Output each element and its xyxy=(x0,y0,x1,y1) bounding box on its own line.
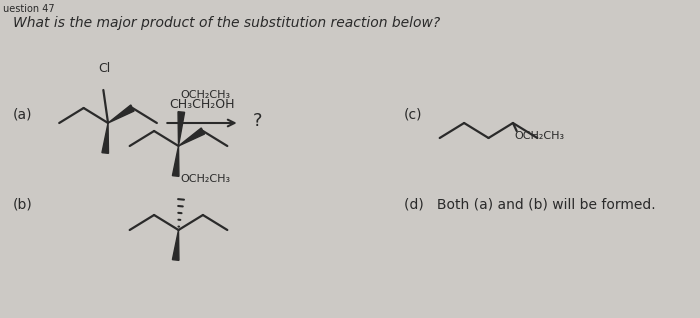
Text: OCH₂CH₃: OCH₂CH₃ xyxy=(181,90,230,100)
Polygon shape xyxy=(178,112,185,146)
Text: CH₃CH₂OH: CH₃CH₂OH xyxy=(169,98,235,111)
Text: OCH₂CH₃: OCH₂CH₃ xyxy=(514,131,565,141)
Polygon shape xyxy=(108,105,134,123)
Text: uestion 47: uestion 47 xyxy=(3,4,55,14)
Text: (d)   Both (a) and (b) will be formed.: (d) Both (a) and (b) will be formed. xyxy=(404,198,656,212)
Polygon shape xyxy=(102,123,108,153)
Text: (a): (a) xyxy=(13,108,33,122)
Text: OCH₂CH₃: OCH₂CH₃ xyxy=(181,174,230,184)
Text: ?: ? xyxy=(253,112,262,130)
Text: (c): (c) xyxy=(404,108,423,122)
Polygon shape xyxy=(178,128,204,146)
Polygon shape xyxy=(172,230,179,260)
Polygon shape xyxy=(172,146,179,176)
Text: Cl: Cl xyxy=(99,62,111,75)
Text: What is the major product of the substitution reaction below?: What is the major product of the substit… xyxy=(13,16,440,30)
Text: (b): (b) xyxy=(13,198,33,212)
